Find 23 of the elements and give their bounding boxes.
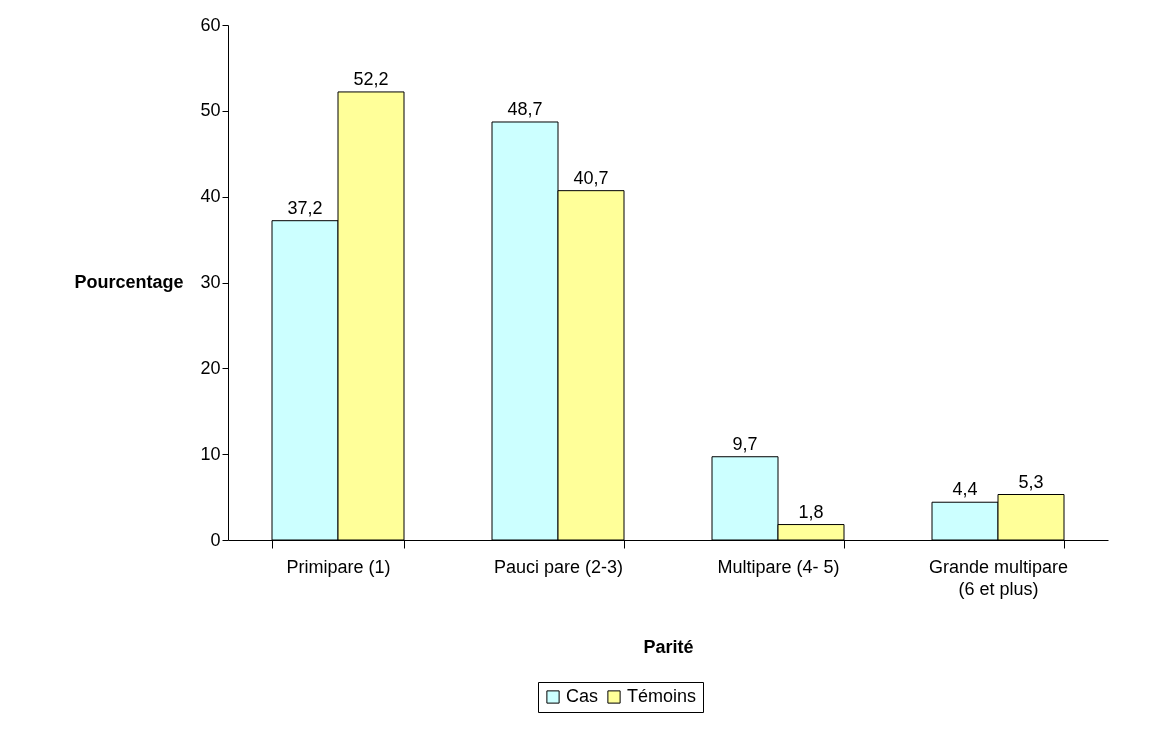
data-label: 5,3 (1018, 471, 1044, 492)
x-tick-label: Pauci pare (2-3) (493, 556, 624, 577)
y-tick-label: 40 (200, 186, 221, 207)
data-label: 37,2 (287, 197, 323, 218)
x-axis-title: Parité (643, 636, 694, 657)
x-tick-label: Primipare (1) (286, 556, 391, 577)
data-label: 9,7 (732, 433, 758, 454)
legend-label: Cas (566, 686, 599, 706)
y-tick-label: 50 (200, 100, 221, 121)
data-label: 48,7 (507, 98, 543, 119)
y-tick-label: 0 (210, 529, 221, 550)
y-tick-label: 30 (200, 272, 221, 292)
y-tick-label: 10 (200, 443, 221, 464)
data-label: 40,7 (573, 167, 609, 188)
legend-label: Témoins (627, 686, 697, 706)
x-tick-label: Multipare (4- 5) (717, 556, 840, 577)
y-tick-label: 60 (200, 14, 221, 35)
y-tick-label: 20 (200, 357, 221, 378)
data-label: 52,2 (353, 68, 389, 89)
x-tick-label: Grande multipare (6 et plus) (928, 556, 1069, 599)
data-label: 4,4 (952, 479, 978, 500)
y-axis-title: Pourcentage (74, 272, 184, 292)
data-label: 1,8 (798, 501, 824, 522)
